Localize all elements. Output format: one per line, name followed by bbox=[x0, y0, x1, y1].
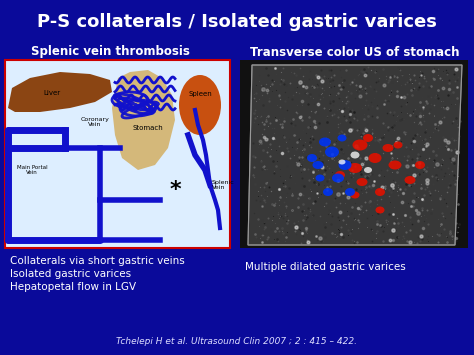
Ellipse shape bbox=[375, 188, 385, 196]
Text: Spleen: Spleen bbox=[188, 91, 212, 97]
Text: Multiple dilated gastric varices: Multiple dilated gastric varices bbox=[245, 262, 406, 272]
Ellipse shape bbox=[356, 178, 367, 186]
Polygon shape bbox=[8, 72, 112, 112]
Text: Collaterals via short gastric veins: Collaterals via short gastric veins bbox=[10, 256, 185, 266]
Ellipse shape bbox=[325, 147, 339, 158]
Ellipse shape bbox=[332, 174, 344, 182]
Ellipse shape bbox=[335, 171, 345, 179]
Text: Isolated gastric varices: Isolated gastric varices bbox=[10, 269, 131, 279]
Ellipse shape bbox=[312, 161, 323, 169]
Text: Stomach: Stomach bbox=[133, 125, 164, 131]
Polygon shape bbox=[112, 70, 175, 170]
Text: Splenic
Vein: Splenic Vein bbox=[212, 180, 235, 190]
Ellipse shape bbox=[383, 144, 393, 152]
Text: Splenic vein thrombosis: Splenic vein thrombosis bbox=[30, 45, 190, 59]
Text: Hepatopetal flow in LGV: Hepatopetal flow in LGV bbox=[10, 282, 136, 292]
Ellipse shape bbox=[319, 137, 331, 147]
Ellipse shape bbox=[363, 134, 373, 142]
Ellipse shape bbox=[415, 161, 425, 169]
Ellipse shape bbox=[338, 160, 352, 170]
Ellipse shape bbox=[345, 188, 355, 196]
Text: Liver: Liver bbox=[44, 90, 61, 96]
Text: *: * bbox=[169, 180, 181, 200]
Bar bbox=[240, 60, 468, 248]
Ellipse shape bbox=[323, 188, 333, 196]
Ellipse shape bbox=[404, 176, 416, 184]
Text: P-S collaterals / Isolated gastric varices: P-S collaterals / Isolated gastric varic… bbox=[37, 13, 437, 31]
Polygon shape bbox=[248, 65, 462, 245]
Text: Coronary
Vein: Coronary Vein bbox=[81, 116, 109, 127]
Ellipse shape bbox=[307, 154, 317, 162]
Ellipse shape bbox=[350, 191, 359, 198]
Text: Transverse color US of stomach: Transverse color US of stomach bbox=[250, 45, 460, 59]
Ellipse shape bbox=[375, 207, 384, 213]
Ellipse shape bbox=[389, 160, 401, 169]
Ellipse shape bbox=[338, 159, 346, 164]
Ellipse shape bbox=[348, 163, 362, 173]
Ellipse shape bbox=[364, 167, 372, 173]
Ellipse shape bbox=[337, 135, 346, 142]
Text: Tchelepi H et al. Ultrasound Clin 2007 ; 2 : 415 – 422.: Tchelepi H et al. Ultrasound Clin 2007 ;… bbox=[117, 338, 357, 346]
Text: Main Portal
Vein: Main Portal Vein bbox=[17, 165, 47, 175]
Ellipse shape bbox=[179, 75, 221, 135]
Ellipse shape bbox=[353, 140, 367, 151]
Ellipse shape bbox=[350, 152, 359, 158]
Bar bbox=[5, 60, 230, 248]
Ellipse shape bbox=[316, 175, 325, 181]
Ellipse shape bbox=[393, 142, 402, 148]
Ellipse shape bbox=[368, 153, 382, 163]
